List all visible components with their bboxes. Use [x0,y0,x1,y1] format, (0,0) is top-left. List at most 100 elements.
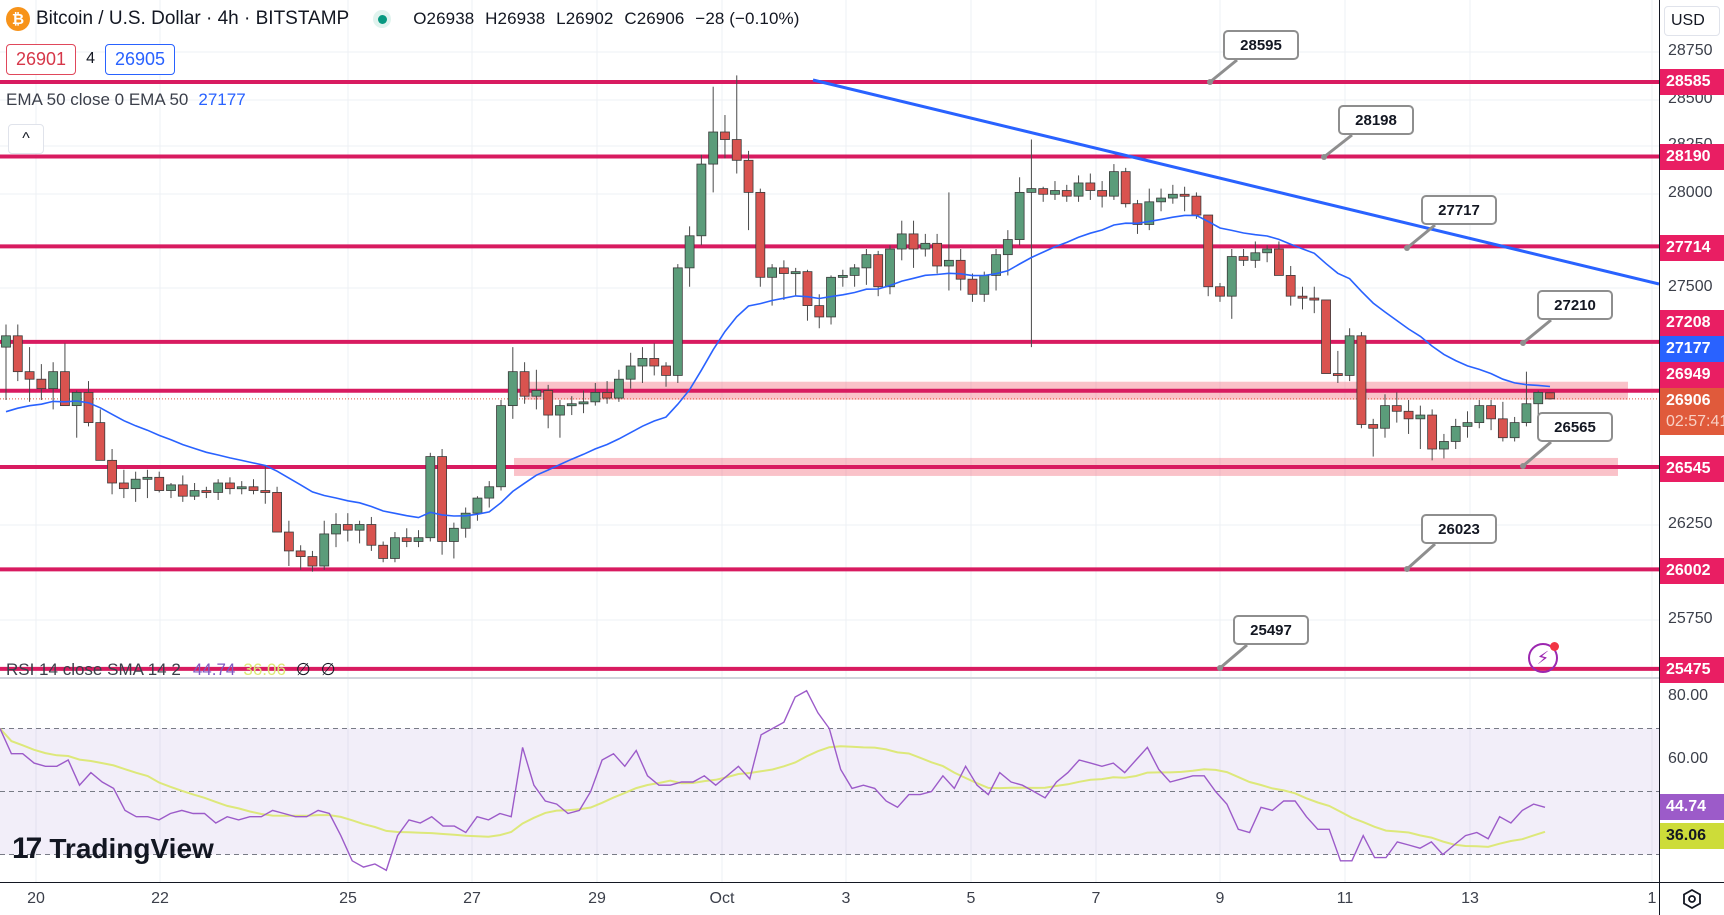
price-callout[interactable]: 26565 [1537,412,1613,442]
bearish-candle [1403,410,1414,420]
bullish-candle [1109,171,1119,197]
price-tick: 27500 [1668,278,1713,295]
chart-settings-button[interactable] [1659,882,1724,915]
price-callout[interactable]: 26023 [1421,514,1497,544]
bullish-candle [1344,335,1355,376]
ohlc-close: C26906 [624,9,685,28]
symbol-legend[interactable]: ₿ Bitcoin / U.S. Dollar · 4h · BITSTAMP … [6,4,806,34]
bullish-candle [142,476,153,480]
callout-anchor [1217,665,1223,671]
bearish-candle [932,242,943,267]
market-open-icon [373,10,392,28]
ohlc-open: O26938 [413,9,475,28]
bullish-candle [672,267,683,376]
bearish-candle [1427,414,1438,450]
bid-ask-panel: 26901 4 26905 [6,42,176,76]
bullish-candle [1250,252,1261,261]
bearish-candle [602,392,612,399]
price-axis-label: 26545 [1660,456,1724,482]
bearish-candle [107,459,117,484]
time-tick: 11 [1336,890,1354,907]
bullish-candle [1167,193,1178,199]
bullish-candle [1439,441,1449,450]
callout-pointer [1209,58,1238,84]
price-callout[interactable]: 27210 [1537,290,1613,320]
bearish-candle [1132,203,1143,225]
bearish-candle [1120,171,1131,205]
bullish-candle [1050,190,1060,195]
bearish-candle [260,490,271,493]
bearish-candle [295,550,306,557]
bullish-candle [590,392,601,403]
bearish-candle [1332,373,1343,376]
bullish-candle [331,524,341,535]
bullish-candle [71,392,82,407]
time-tick: 25 [339,890,357,907]
bullish-candle [708,131,719,165]
bearish-candle [437,456,447,542]
bearish-candle [1203,214,1214,288]
bullish-candle [472,497,483,514]
bitcoin-icon: ₿ [6,7,30,31]
time-tick: 29 [588,890,606,907]
bearish-candle [802,271,813,307]
bearish-candle [967,278,978,295]
bullish-candle [496,405,506,488]
symbol-title[interactable]: Bitcoin / U.S. Dollar · 4h · BITSTAMP [36,8,350,29]
tradingview-logo[interactable]: 17 TradingView [12,832,214,866]
bullish-candle [1144,201,1155,225]
bullish-candle [460,512,471,529]
spread-value: 4 [86,50,95,67]
bullish-candle [1262,248,1273,254]
ohlc-values: O26938 H26938 L26902 C26906 −28 (−0.10%) [413,9,805,29]
ohlc-low: L26902 [556,9,614,28]
price-callout[interactable]: 28198 [1338,105,1414,135]
currency-selector[interactable]: USD [1664,6,1720,36]
buy-button[interactable]: 26905 [104,43,176,75]
bullish-candle [1380,405,1390,429]
bullish-candle [507,371,518,407]
bullish-candle [484,486,495,499]
bullish-candle [896,233,907,250]
bearish-candle [1191,195,1202,216]
price-callout[interactable]: 28595 [1223,30,1299,60]
bearish-candle [177,484,188,497]
price-callout[interactable]: 25497 [1233,615,1309,645]
bearish-candle [908,233,919,250]
rsi-value: 44.74 [192,660,236,679]
bearish-candle [248,486,259,491]
ohlc-change: −28 (−0.10%) [695,9,800,28]
bearish-candle [1085,182,1096,191]
ema-legend[interactable]: EMA 50 close 0 EMA 50 27177 [6,90,246,110]
price-axis[interactable]: USD 287502850028250280002750026250257508… [1659,0,1724,882]
ema-value: 27177 [198,90,246,109]
callout-anchor [1404,245,1410,251]
price-axis-label: 44.74 [1660,794,1724,820]
lightning-alert-icon[interactable]: ⚡ [1528,642,1559,673]
time-axis[interactable]: 20 22 25 27 29 Oct 3 5 7 9 11 13 1 [0,882,1659,915]
bullish-candle [885,248,895,288]
bullish-candle [189,490,200,497]
bearish-candle [1321,299,1331,374]
sell-button[interactable]: 26901 [6,43,77,75]
bullish-candle [1002,239,1013,256]
bullish-candle [979,275,990,295]
bullish-candle [1226,256,1237,297]
rsi-null-2: ∅ [320,660,336,679]
price-axis-label: 27208 [1660,310,1724,336]
bullish-candle [837,275,848,278]
bullish-candle [1450,425,1461,442]
rsi-legend[interactable]: RSI 14 close SMA 14 2 44.74 36.06 ∅ ∅ [6,660,336,680]
bearish-candle [1038,188,1049,195]
bearish-candle [272,492,282,533]
bullish-candle [944,259,954,267]
bearish-candle [366,524,377,546]
bullish-candle [448,527,459,542]
collapse-legend-button[interactable]: ^ [8,124,44,154]
bearish-candle [720,131,730,140]
bullish-candle [637,358,648,367]
price-axis-label: 28190 [1660,144,1724,170]
time-tick: 27 [463,890,481,907]
price-callout[interactable]: 27717 [1421,195,1497,225]
